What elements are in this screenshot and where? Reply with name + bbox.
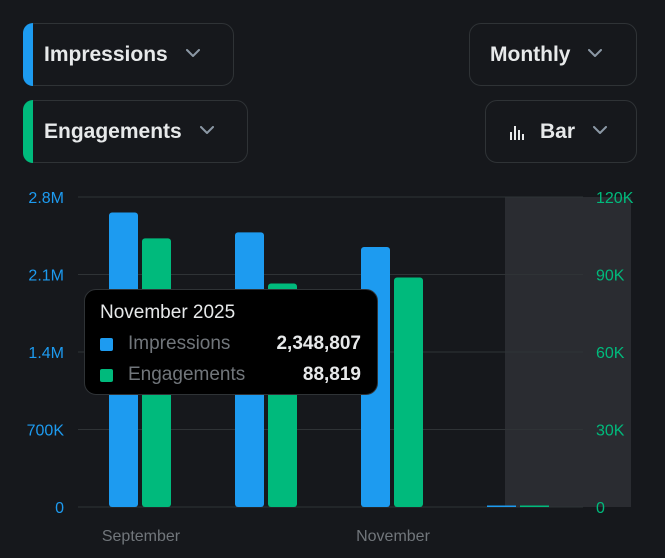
metric1-dropdown[interactable]: Impressions: [23, 23, 234, 86]
tooltip-value-engagements: 88,819: [302, 364, 361, 385]
period-dropdown[interactable]: Monthly: [469, 23, 637, 86]
y-left-tick-label: 0: [55, 500, 64, 517]
tooltip-row-engagements: Engagements 88,819: [100, 363, 361, 387]
bar-chart-icon: [508, 123, 526, 141]
metric1-label: Impressions: [44, 42, 168, 66]
chart-type-dropdown[interactable]: Bar: [485, 100, 637, 163]
engagements-swatch: [100, 368, 113, 382]
tooltip-row-impressions: Impressions 2,348,807: [100, 332, 361, 356]
x-tick-label: November: [356, 528, 430, 545]
y-right-tick-label: 120K: [596, 190, 634, 207]
metric1-accent: [23, 23, 33, 86]
period-label: Monthly: [490, 42, 571, 66]
metric2-label: Engagements: [44, 119, 182, 143]
chevron-down-icon: [588, 48, 603, 61]
bar-engagements-november[interactable]: [394, 277, 423, 507]
tooltip-title: November 2025: [100, 302, 236, 323]
y-left-tick-label: 2.8M: [28, 190, 64, 207]
metric2-dropdown[interactable]: Engagements: [23, 100, 248, 163]
y-left-tick-label: 2.1M: [28, 268, 64, 285]
x-tick-label: September: [102, 528, 181, 545]
bar-engagements-december[interactable]: [520, 505, 549, 508]
y-left-tick-label: 700K: [27, 423, 65, 440]
chevron-down-icon: [199, 125, 214, 138]
chevron-down-icon: [185, 48, 200, 61]
tooltip-value-impressions: 2,348,807: [276, 333, 361, 354]
chevron-down-icon: [593, 125, 608, 138]
chart-type-label: Bar: [540, 119, 576, 143]
y-right-tick-label: 0: [596, 500, 605, 517]
impressions-swatch: [100, 337, 113, 351]
metric2-accent: [23, 100, 33, 163]
y-right-tick-label: 90K: [596, 268, 625, 285]
chart-tooltip: November 2025 Impressions 2,348,807 Enga…: [84, 289, 378, 395]
y-left-tick-label: 1.4M: [28, 345, 64, 362]
y-right-tick-label: 30K: [596, 423, 625, 440]
bar-impressions-december[interactable]: [487, 505, 516, 508]
tooltip-label-engagements: Engagements: [128, 364, 246, 385]
tooltip-label-impressions: Impressions: [128, 333, 231, 354]
y-right-tick-label: 60K: [596, 345, 625, 362]
